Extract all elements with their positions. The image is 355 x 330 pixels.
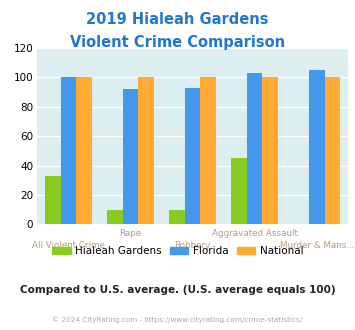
Text: 2019 Hialeah Gardens: 2019 Hialeah Gardens [86,12,269,26]
Bar [247,73,262,224]
Bar [138,77,154,224]
Text: Rape: Rape [119,229,142,238]
Bar [61,77,76,224]
Text: All Violent Crime: All Violent Crime [32,241,105,250]
Bar [231,158,247,224]
Text: Robbery: Robbery [174,241,211,250]
Bar [76,77,92,224]
Bar [45,176,61,224]
Bar [185,87,200,224]
Bar [107,210,123,224]
Bar [123,89,138,224]
Text: Violent Crime Comparison: Violent Crime Comparison [70,35,285,50]
Text: Murder & Mans...: Murder & Mans... [280,241,354,250]
Bar [324,77,340,224]
Bar [309,70,324,224]
Text: © 2024 CityRating.com - https://www.cityrating.com/crime-statistics/: © 2024 CityRating.com - https://www.city… [53,317,302,323]
Text: Compared to U.S. average. (U.S. average equals 100): Compared to U.S. average. (U.S. average … [20,285,335,295]
Bar [169,210,185,224]
Text: Aggravated Assault: Aggravated Assault [212,229,297,238]
Legend: Hialeah Gardens, Florida, National: Hialeah Gardens, Florida, National [48,242,307,260]
Bar [262,77,278,224]
Bar [200,77,216,224]
